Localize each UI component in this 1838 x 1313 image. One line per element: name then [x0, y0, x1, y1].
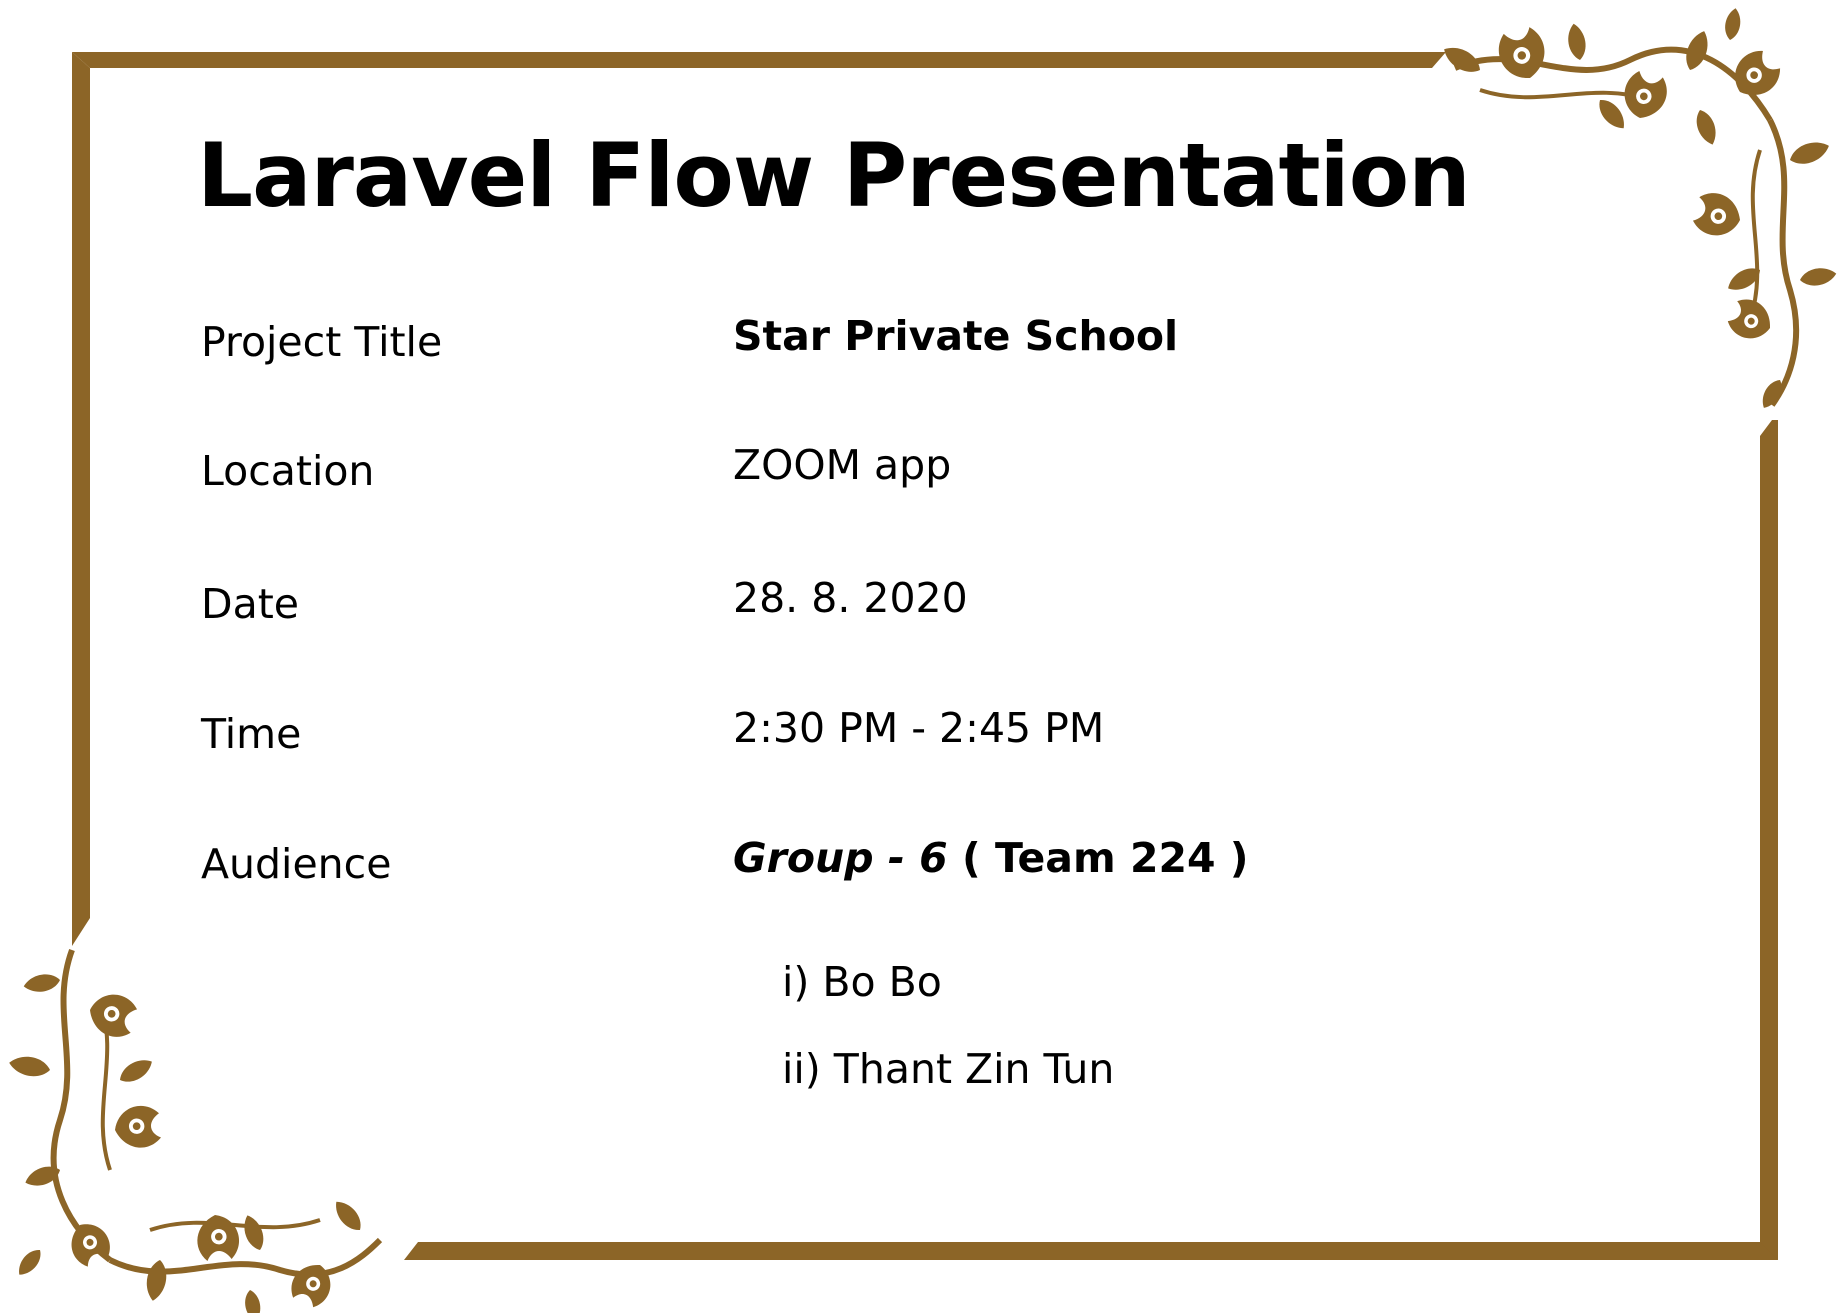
slide-title: Laravel Flow Presentation — [197, 124, 1471, 227]
time-label: Time — [201, 710, 302, 758]
audience-team: ( Team 224 ) — [947, 834, 1249, 882]
project-title-value: Star Private School — [733, 312, 1179, 360]
date-label: Date — [201, 580, 299, 628]
floral-corner-ornament-icon — [7, 948, 383, 1313]
location-value: ZOOM app — [733, 441, 952, 489]
audience-member: ii) Thant Zin Tun — [782, 1045, 1115, 1093]
location-label: Location — [201, 447, 375, 495]
date-value: 28. 8. 2020 — [733, 574, 968, 622]
time-value: 2:30 PM - 2:45 PM — [733, 704, 1105, 752]
floral-corner-ornament-icon — [1439, 7, 1838, 412]
project-title-label: Project Title — [201, 318, 443, 366]
audience-label: Audience — [201, 840, 392, 888]
audience-group: Group - 6 — [733, 834, 948, 882]
audience-member: i) Bo Bo — [782, 958, 942, 1006]
audience-value: Group - 6 ( Team 224 ) — [733, 834, 1249, 883]
